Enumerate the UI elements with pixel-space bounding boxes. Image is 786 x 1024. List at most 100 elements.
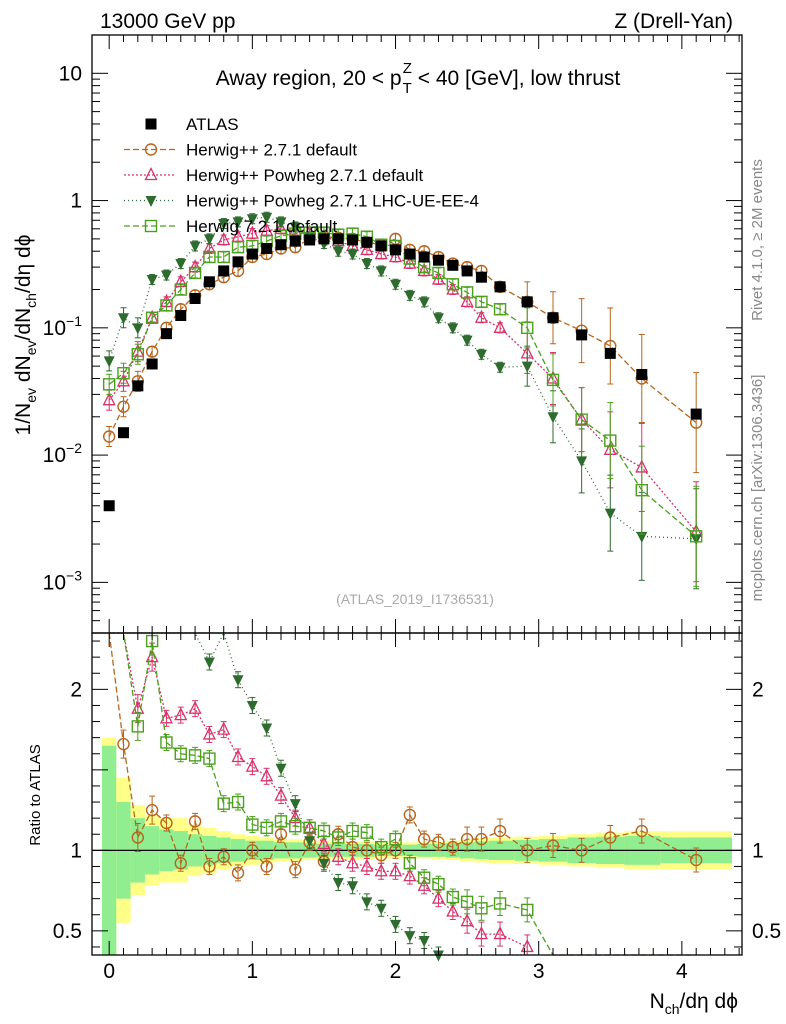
data-point [218, 265, 230, 277]
data-point [361, 236, 373, 248]
data-point [403, 857, 417, 870]
data-point [246, 818, 259, 831]
data-point [475, 902, 488, 915]
data-point [146, 358, 158, 370]
series-line [109, 632, 697, 956]
data-point [576, 456, 588, 468]
data-point [103, 500, 115, 512]
data-point [521, 903, 534, 917]
series-line [109, 632, 528, 948]
data-point [447, 323, 459, 335]
ratio-y-tick-label: 1 [70, 839, 82, 862]
data-point [404, 931, 416, 943]
data-point [461, 335, 473, 347]
x-label-rest: /dη dϕ [680, 990, 738, 1013]
data-point [475, 349, 487, 361]
data-point [203, 276, 215, 288]
data-point [575, 413, 588, 426]
header-right-text: Z (Drell-Yan) [614, 10, 733, 33]
data-point [375, 840, 388, 854]
series-herwig-7-2-1-default [102, 226, 703, 587]
ratio-y-tick-label-right: 0.5 [752, 920, 781, 943]
data-point [318, 233, 330, 245]
upper-y-axis-label: 1/Nev dNev/dNch/dη dϕ [12, 235, 39, 436]
legend-entry-atlas: ATLAS [145, 115, 239, 134]
ratio-y-tick-label-right: 1 [752, 839, 764, 862]
region-title-sup: Z [403, 60, 412, 77]
data-point [432, 950, 444, 962]
data-point [460, 913, 474, 927]
data-point [689, 853, 703, 867]
data-point [417, 262, 431, 277]
ratio-panel: 2 2 1 1 0.5 0.5 0 1 2 3 4 Ratio to ATLAS Nch/dη d… [27, 631, 781, 1017]
data-point [404, 290, 416, 302]
data-point [203, 250, 216, 264]
x-tick-label: 0 [103, 960, 115, 983]
data-point [332, 246, 344, 258]
data-point [160, 328, 172, 340]
data-point [690, 408, 702, 420]
data-point [474, 926, 488, 940]
data-point [261, 212, 273, 224]
data-point [174, 747, 187, 760]
x-tick-label: 2 [390, 960, 402, 983]
data-point [117, 400, 130, 413]
data-point [275, 239, 287, 251]
data-point [175, 310, 187, 322]
data-point [417, 877, 431, 891]
data-point [203, 860, 216, 873]
data-point [636, 368, 648, 380]
data-point [375, 240, 387, 252]
side-label-mcplots: mcplots.cern.ch [arXiv:1306.3436] [749, 375, 766, 602]
data-point [232, 675, 244, 687]
data-point [117, 427, 129, 439]
ratio-y-tick-label: 0.5 [53, 920, 82, 943]
data-point [131, 831, 145, 844]
data-point [403, 255, 417, 269]
legend-entry-herwig-powheg-2-7-1-default: Herwig++ Powheg 2.7.1 default [124, 166, 423, 185]
data-point [331, 848, 345, 862]
data-point [460, 895, 474, 909]
series-line [108, 236, 697, 437]
data-point [546, 373, 560, 387]
data-point [388, 863, 403, 877]
data-point [203, 752, 216, 765]
legend: ATLAS Herwig++ 2.7.1 default Herwig++ Powh… [124, 115, 479, 236]
data-point [494, 281, 506, 293]
data-point [521, 321, 534, 335]
x-tick-labels: 0 1 2 3 4 [103, 960, 688, 983]
data-point [475, 832, 488, 846]
legend-marker [144, 143, 158, 156]
data-point [189, 241, 201, 253]
ratio-frame [91, 632, 743, 956]
data-point [231, 795, 245, 809]
data-point [232, 217, 244, 229]
data-point [318, 858, 330, 870]
legend-label: Herwig++ 2.7.1 default [186, 141, 357, 160]
upper-y-tick-label: 10−3 [43, 567, 83, 594]
data-point [446, 278, 459, 291]
data-point [260, 821, 273, 835]
ratio-y-tick-labels: 2 2 1 1 0.5 0.5 [53, 678, 781, 943]
data-point [317, 835, 331, 850]
tick-exponent: −3 [66, 567, 82, 583]
y-label-p3: /dN [12, 308, 35, 341]
series-line [108, 216, 697, 540]
data-point [446, 890, 459, 904]
upper-y-tick-label: 10−2 [43, 440, 83, 467]
series-herwig-2-7-1-default [108, 632, 703, 882]
data-point [102, 392, 116, 406]
data-point [347, 234, 359, 246]
data-point [604, 434, 617, 447]
data-point [246, 700, 258, 712]
data-point [131, 720, 145, 733]
data-point [418, 936, 430, 948]
data-point [432, 877, 445, 891]
x-tick-label: 1 [247, 960, 259, 983]
region-title-prefix: Away region, 20 < p [216, 67, 402, 90]
data-point [521, 361, 533, 373]
upper-axis-ticks [92, 34, 742, 634]
data-point [494, 362, 506, 374]
data-point [174, 857, 187, 870]
